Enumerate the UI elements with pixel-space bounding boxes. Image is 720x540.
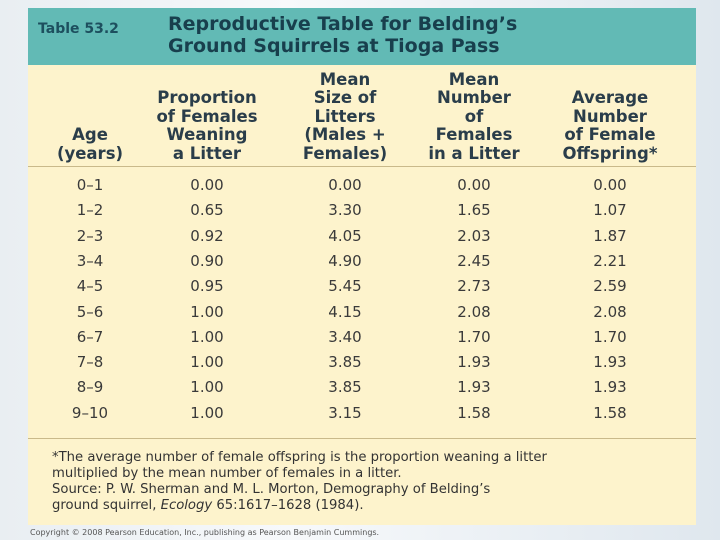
table-cell: 5–6 xyxy=(76,302,104,321)
table-cell: 3.30 xyxy=(328,201,362,220)
column-header: Age xyxy=(72,125,108,145)
column-header: Proportion xyxy=(157,88,257,108)
table-cell: 0.00 xyxy=(328,176,362,194)
table-cell: 3.15 xyxy=(328,403,362,422)
table-cell: 9–10 xyxy=(71,403,109,422)
table-cell: 1.58 xyxy=(457,403,491,422)
table-cell: 0.90 xyxy=(190,251,224,270)
table-cell: 3.85 xyxy=(328,378,362,397)
table-label: Table 53.2 xyxy=(38,21,119,37)
table-cell: 2.59 xyxy=(593,277,627,296)
table-cell: 1.87 xyxy=(593,226,627,245)
table-cell: 1.00 xyxy=(190,327,224,346)
table-cell: 3.40 xyxy=(328,327,362,346)
table-cell: 0.92 xyxy=(190,226,224,245)
table-cell: 2–3 xyxy=(76,226,104,245)
table-cell: 1.65 xyxy=(457,201,491,220)
table-cell: 1.93 xyxy=(593,378,627,397)
table-cell: 1.00 xyxy=(190,302,224,321)
table-cell: 1.00 xyxy=(190,378,224,397)
source: ground squirrel, Ecology 65:1617–1628 (1… xyxy=(52,498,364,513)
table-cell: 2.73 xyxy=(457,277,491,296)
column-header: of Female xyxy=(564,125,656,145)
column-header: of xyxy=(464,106,484,126)
header-rule xyxy=(28,166,696,167)
table-cell: 4.05 xyxy=(328,226,362,245)
column-header: Weaning xyxy=(166,125,248,145)
table-cell: 7–8 xyxy=(76,353,104,372)
column-header: (Males + xyxy=(304,125,386,145)
column-header: Offspring* xyxy=(562,144,658,163)
table-header-bar xyxy=(28,8,696,65)
column-header: Number xyxy=(573,106,647,126)
table-cell: 2.45 xyxy=(457,251,491,270)
table-title: Reproductive Table for Belding’s xyxy=(168,13,518,35)
table-cell: 0.00 xyxy=(190,176,224,194)
table-cell: 3–4 xyxy=(76,251,104,270)
table-cell: 1.70 xyxy=(593,327,627,346)
table-cell: 0.95 xyxy=(190,277,224,296)
table-cell: 1.70 xyxy=(457,327,491,346)
copyright: Copyright © 2008 Pearson Education, Inc.… xyxy=(30,528,380,537)
column-header: Size of xyxy=(313,88,377,108)
table-cell: 1.93 xyxy=(457,353,491,372)
table-cell: 6–7 xyxy=(76,327,104,346)
source: Source: P. W. Sherman and M. L. Morton, … xyxy=(52,482,491,497)
source-part: ground squirrel, xyxy=(52,498,161,513)
table-cell: 8–9 xyxy=(76,378,104,397)
table-title: Ground Squirrels at Tioga Pass xyxy=(168,35,500,57)
footnote: multiplied by the mean number of females… xyxy=(52,466,402,481)
footer-rule xyxy=(28,438,696,439)
table-cell: 1–2 xyxy=(76,201,104,220)
column-header: Litters xyxy=(314,106,376,126)
column-header: Mean xyxy=(319,69,371,89)
table-cell: 2.03 xyxy=(457,226,491,245)
column-header: Females) xyxy=(302,144,388,163)
table-cell: 1.93 xyxy=(593,353,627,372)
source-part: Ecology xyxy=(160,498,213,513)
table-cell: 0.00 xyxy=(593,176,627,194)
column-header: Mean xyxy=(448,69,500,89)
table-cell: 0–1 xyxy=(76,176,104,194)
table-cell: 4.15 xyxy=(328,302,362,321)
column-header: a Litter xyxy=(172,144,242,163)
column-header: of Females xyxy=(156,106,258,126)
source-part: 65:1617–1628 (1984). xyxy=(212,498,364,513)
table-cell: 3.85 xyxy=(328,353,362,372)
table-cell: 2.08 xyxy=(457,302,491,321)
table-cell: 1.07 xyxy=(593,201,627,220)
table-cell: 0.65 xyxy=(190,201,224,220)
table-cell: 2.21 xyxy=(593,251,627,270)
table-cell: 0.00 xyxy=(457,176,491,194)
column-header: Females xyxy=(435,125,513,145)
table-cell: 5.45 xyxy=(328,277,362,296)
table-cell: 4.90 xyxy=(328,251,362,270)
column-header: in a Litter xyxy=(428,144,520,163)
table-cell: 1.58 xyxy=(593,403,627,422)
table-cell: 4–5 xyxy=(76,277,104,296)
column-header: (years) xyxy=(56,144,124,163)
column-header: Average xyxy=(571,88,649,108)
table-cell: 1.00 xyxy=(190,353,224,372)
table-panel: Table 53.2 Reproductive Table for Beldin… xyxy=(28,8,696,525)
footnote: *The average number of female offspring … xyxy=(52,450,547,465)
table-cell: 1.00 xyxy=(190,403,224,422)
table-cell: 2.08 xyxy=(593,302,627,321)
table-cell: 1.93 xyxy=(457,378,491,397)
column-header: Number xyxy=(437,88,511,108)
